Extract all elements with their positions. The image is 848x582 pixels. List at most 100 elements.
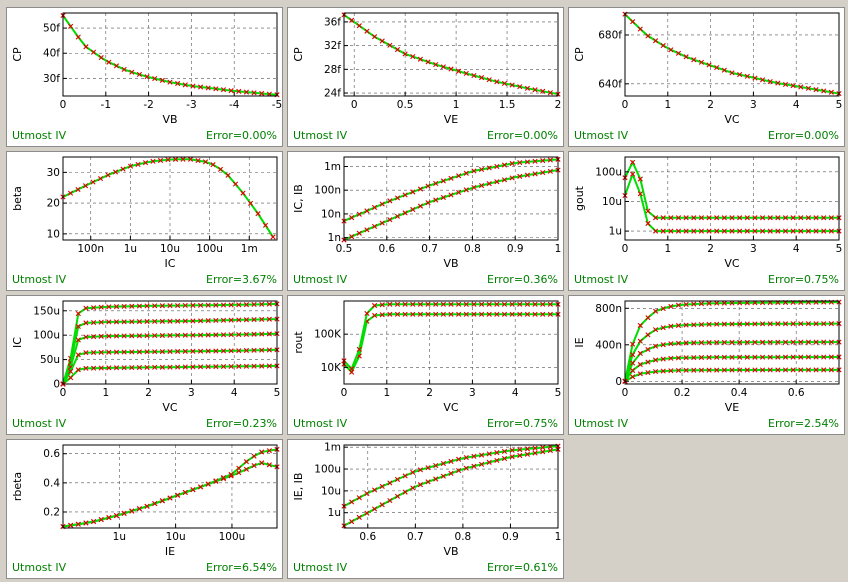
measured-point [349, 17, 355, 23]
error-value: Error=0.00% [487, 129, 558, 142]
measured-point [630, 171, 636, 177]
measured-point [410, 206, 416, 213]
measured-point [775, 215, 781, 221]
measured-point [782, 339, 789, 345]
x-axis-label: VE [725, 401, 740, 414]
x-tick-label: 1 [383, 387, 390, 399]
measured-point [220, 363, 227, 370]
measured-point [675, 302, 682, 308]
measured-point [364, 28, 370, 34]
measured-point [190, 83, 196, 89]
measured-point [752, 215, 758, 221]
measured-point [463, 170, 469, 176]
measured-point [828, 339, 834, 345]
measured-point [524, 311, 531, 317]
measured-point [486, 311, 492, 317]
error-value: Error=6.54% [206, 561, 277, 574]
measured-point [721, 67, 727, 73]
measured-point [197, 84, 204, 90]
measured-point [478, 452, 485, 458]
measured-point [159, 318, 165, 324]
measured-point [417, 301, 424, 307]
measured-point [729, 321, 735, 327]
measured-point [433, 463, 439, 469]
measured-point [172, 156, 179, 162]
x-tick-label: 0.6 [788, 387, 805, 399]
measured-point [440, 460, 446, 467]
measured-point [706, 354, 712, 360]
measured-point [494, 311, 500, 317]
measured-point [721, 215, 727, 221]
measured-point [402, 210, 408, 216]
y-tick-label: 100n [314, 185, 341, 197]
measured-point [798, 367, 804, 373]
measured-point [228, 348, 234, 354]
measured-point [90, 365, 97, 371]
measured-point [266, 462, 272, 468]
measured-point [417, 203, 424, 209]
measured-point [509, 82, 515, 88]
x-tick-label: 3 [469, 387, 476, 399]
measured-point [524, 446, 531, 452]
measured-point [371, 312, 378, 319]
measured-point [410, 301, 416, 307]
measured-point [660, 342, 666, 348]
measured-point [175, 302, 181, 309]
measured-point [706, 321, 712, 327]
measured-point [364, 310, 370, 317]
x-tick-label: -5 [272, 99, 282, 111]
measured-point [387, 480, 393, 486]
measured-point [463, 311, 469, 317]
measured-point [371, 204, 378, 211]
measured-point [805, 228, 812, 234]
measured-point [729, 215, 735, 221]
y-tick-label: 50u [40, 354, 60, 366]
measured-point [737, 321, 743, 327]
measured-point [129, 508, 135, 514]
measured-point [82, 183, 89, 189]
measured-point [637, 338, 643, 344]
measured-point [798, 354, 804, 360]
measured-point [152, 333, 158, 339]
measured-point [387, 311, 393, 317]
measured-point [691, 322, 697, 328]
measured-point [90, 49, 97, 55]
measured-point [113, 365, 120, 371]
measured-point [637, 350, 643, 356]
measured-point [410, 53, 416, 60]
simulated-series-line [62, 302, 278, 385]
measured-point [259, 331, 265, 337]
measured-point [98, 333, 104, 339]
measured-point [190, 332, 196, 338]
measured-point [387, 42, 393, 48]
measured-point [417, 482, 424, 488]
measured-point [364, 227, 370, 233]
measured-point [524, 85, 531, 91]
measured-point [190, 348, 196, 354]
x-tick-label: 5 [555, 387, 562, 399]
measured-point [175, 80, 181, 87]
measured-point [501, 162, 508, 168]
measured-point [821, 215, 827, 221]
measured-point [471, 184, 477, 191]
x-axis-label: VC [162, 401, 178, 414]
y-tick-label: 0.6 [43, 448, 60, 460]
measured-point [98, 319, 104, 325]
measured-point [202, 159, 209, 165]
measured-point [706, 300, 712, 306]
measured-point [433, 180, 439, 187]
y-tick-label: 30 [47, 167, 60, 179]
chart-panel-rbeta-ie: 1u 10u 100u 0.2 0.4 0.6 IE rbeta Utmost IV Error=… [6, 439, 283, 579]
measured-point [501, 455, 508, 462]
x-tick-label: 3 [750, 99, 757, 111]
measured-point [364, 208, 370, 214]
measured-point [175, 492, 181, 498]
y-tick-label: 0.4 [43, 477, 60, 489]
measured-point [220, 317, 227, 323]
measured-point [775, 339, 781, 345]
measured-point [478, 311, 485, 317]
measured-point [262, 222, 269, 228]
simulated-series-line [343, 169, 559, 241]
measured-point [236, 331, 242, 338]
x-tick-label: 0.6 [378, 243, 395, 255]
